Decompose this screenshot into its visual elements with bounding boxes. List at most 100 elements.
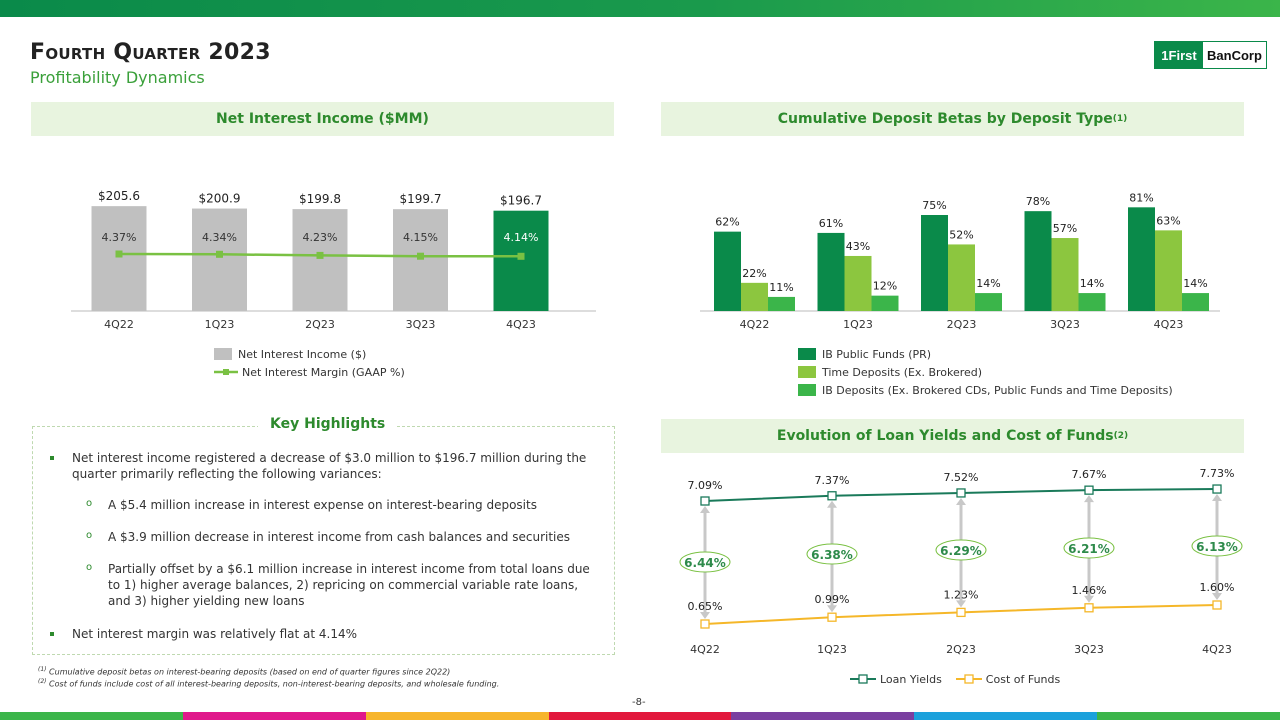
nii-bar-label: $199.7 bbox=[400, 192, 442, 206]
spread-arrow-down-icon bbox=[827, 605, 837, 613]
betas-x-tick: 4Q22 bbox=[740, 318, 770, 331]
spread-label: 6.38% bbox=[811, 548, 853, 562]
betas-bar bbox=[741, 282, 768, 311]
nii-heading: Net Interest Income ($MM) bbox=[31, 102, 614, 136]
nim-data-label: 4.14% bbox=[504, 231, 539, 244]
footnote-2-mark: (2) bbox=[38, 678, 47, 685]
betas-bar-label: 14% bbox=[1080, 277, 1104, 290]
highlight-bullet-1: Net interest income registered a decreas… bbox=[72, 450, 592, 482]
legend-public-funds-label: IB Public Funds (PR) bbox=[822, 347, 932, 361]
bottom-bar-segment bbox=[182, 712, 366, 720]
betas-bar-label: 14% bbox=[976, 277, 1000, 290]
betas-bar-label: 11% bbox=[769, 281, 793, 294]
highlight-sub-1: A $5.4 million increase in interest expe… bbox=[108, 498, 537, 512]
nii-bar bbox=[393, 209, 448, 311]
nii-chart: $205.6 4Q22 4.37% $200.9 1Q23 4.34% $199.8 2Q23… bbox=[71, 189, 596, 331]
loan-yield-label: 7.37% bbox=[815, 474, 850, 487]
spread-label: 6.44% bbox=[684, 556, 726, 570]
legend-time-deposits: Time Deposits (Ex. Brokered) bbox=[798, 363, 1173, 381]
nii-bar-label: $196.7 bbox=[500, 194, 542, 208]
logo-mark: 1First bbox=[1155, 42, 1203, 68]
cost-of-funds-marker bbox=[827, 612, 837, 622]
betas-bar bbox=[1024, 211, 1052, 311]
yields-x-tick: 4Q23 bbox=[1202, 643, 1232, 656]
nii-legend: Net Interest Income ($) Net Interest Mar… bbox=[214, 345, 405, 381]
legend-cost-of-funds-label: Cost of Funds bbox=[985, 672, 1061, 686]
legend-swatch-dark-green bbox=[798, 348, 816, 360]
bottom-bar-segment bbox=[365, 712, 549, 720]
betas-bar bbox=[1155, 230, 1182, 311]
bottom-bar-segment bbox=[1097, 712, 1280, 720]
yields-x-tick: 3Q23 bbox=[1074, 643, 1104, 656]
betas-bar bbox=[871, 295, 899, 311]
legend-loan-yields-label: Loan Yields bbox=[880, 672, 942, 686]
spread-label: 6.29% bbox=[940, 544, 982, 558]
nim-marker bbox=[115, 250, 123, 258]
sub-bullet-circle-icon: o bbox=[86, 562, 93, 573]
cost-of-funds-marker bbox=[700, 619, 710, 629]
loan-yield-marker bbox=[956, 488, 966, 498]
betas-bar-label: 75% bbox=[922, 199, 946, 212]
betas-bar-label: 22% bbox=[742, 267, 766, 280]
spread-badge bbox=[935, 539, 987, 561]
betas-bar bbox=[1182, 293, 1209, 311]
cost-of-funds-label: 1.60% bbox=[1200, 581, 1235, 594]
page-subtitle: Profitability Dynamics bbox=[30, 68, 205, 87]
cost-of-funds-marker bbox=[956, 607, 966, 618]
top-accent-bar bbox=[0, 0, 1280, 17]
footnote-2-text: Cost of funds include cost of all intere… bbox=[49, 679, 500, 689]
cost-of-funds-label: 0.99% bbox=[815, 593, 850, 606]
betas-bar-label: 12% bbox=[873, 280, 897, 293]
cost-of-funds-label: 0.65% bbox=[688, 600, 723, 613]
sub-bullet-circle-icon: o bbox=[86, 498, 93, 509]
legend-swatch-mid-green bbox=[798, 366, 816, 378]
page-number: -8- bbox=[632, 697, 646, 708]
loan-yield-marker bbox=[1212, 484, 1222, 494]
yields-heading-text: Evolution of Loan Yields and Cost of Fun… bbox=[776, 428, 1114, 444]
betas-chart: 62% 22%11% 4Q22 61%43% 12% 1Q23 75% 52% 14% 2Q23 7… bbox=[700, 191, 1220, 331]
betas-bar-label: 57% bbox=[1053, 222, 1077, 235]
yields-x-tick: 1Q23 bbox=[817, 643, 847, 656]
spread-arrow-up-icon bbox=[827, 500, 837, 508]
yields-legend: Loan Yields Cost of Funds bbox=[850, 670, 1060, 688]
cost-of-funds-label: 1.23% bbox=[944, 588, 979, 601]
betas-heading-sup: (1) bbox=[1112, 114, 1128, 124]
spread-arrow-down-icon bbox=[1084, 595, 1094, 603]
nii-x-tick: 2Q23 bbox=[305, 318, 335, 331]
legend-ib-deposits: IB Deposits (Ex. Brokered CDs, Public Fu… bbox=[798, 381, 1173, 399]
nii-x-tick: 4Q23 bbox=[506, 318, 536, 331]
betas-bar-label: 52% bbox=[949, 228, 973, 241]
betas-bar bbox=[714, 231, 741, 311]
betas-bar-label: 78% bbox=[1026, 195, 1050, 208]
spread-arrow-down-icon bbox=[1212, 593, 1222, 600]
nim-marker bbox=[316, 251, 324, 259]
bottom-bar-segment bbox=[914, 712, 1098, 720]
nim-data-label: 4.34% bbox=[202, 231, 237, 244]
footnote-1-text: Cumulative deposit betas on interest-bea… bbox=[49, 667, 451, 677]
bottom-color-bar bbox=[0, 712, 1280, 720]
nii-bar bbox=[91, 206, 147, 311]
nii-x-tick: 4Q22 bbox=[104, 318, 134, 331]
yields-chart: 7.09% 7.37% 7.52% 7.67% 7.73% 0.65% 0.99% 1.23%… bbox=[679, 467, 1243, 656]
spread-badge bbox=[806, 543, 858, 565]
loan-yield-marker bbox=[1084, 485, 1094, 495]
company-logo: 1First BanCorp bbox=[1154, 41, 1267, 69]
legend-nii-bar: Net Interest Income ($) bbox=[214, 345, 405, 363]
betas-x-tick: 1Q23 bbox=[843, 318, 873, 331]
nii-x-tick: 1Q23 bbox=[205, 318, 235, 331]
legend-cost-of-funds: Cost of Funds bbox=[955, 670, 1061, 688]
page-title: Fourth Quarter 2023 bbox=[30, 40, 271, 65]
loan-yield-label: 7.73% bbox=[1200, 467, 1235, 480]
nim-data-label: 4.15% bbox=[403, 231, 438, 244]
nii-bar bbox=[493, 210, 549, 311]
nim-data-label: 4.37% bbox=[102, 231, 137, 244]
cost-of-funds-marker bbox=[1084, 603, 1094, 613]
legend-line-marker-icon bbox=[214, 369, 238, 375]
legend-nim-line: Net Interest Margin (GAAP %) bbox=[214, 363, 405, 381]
sub-bullet-circle-icon: o bbox=[86, 530, 93, 541]
legend-time-deposits-label: Time Deposits (Ex. Brokered) bbox=[822, 365, 983, 379]
spread-label: 6.21% bbox=[1068, 542, 1110, 556]
yields-heading: Evolution of Loan Yields and Cost of Fun… bbox=[661, 419, 1244, 453]
bullet-square-icon bbox=[50, 456, 54, 460]
spread-arrow-down-icon bbox=[956, 600, 966, 608]
